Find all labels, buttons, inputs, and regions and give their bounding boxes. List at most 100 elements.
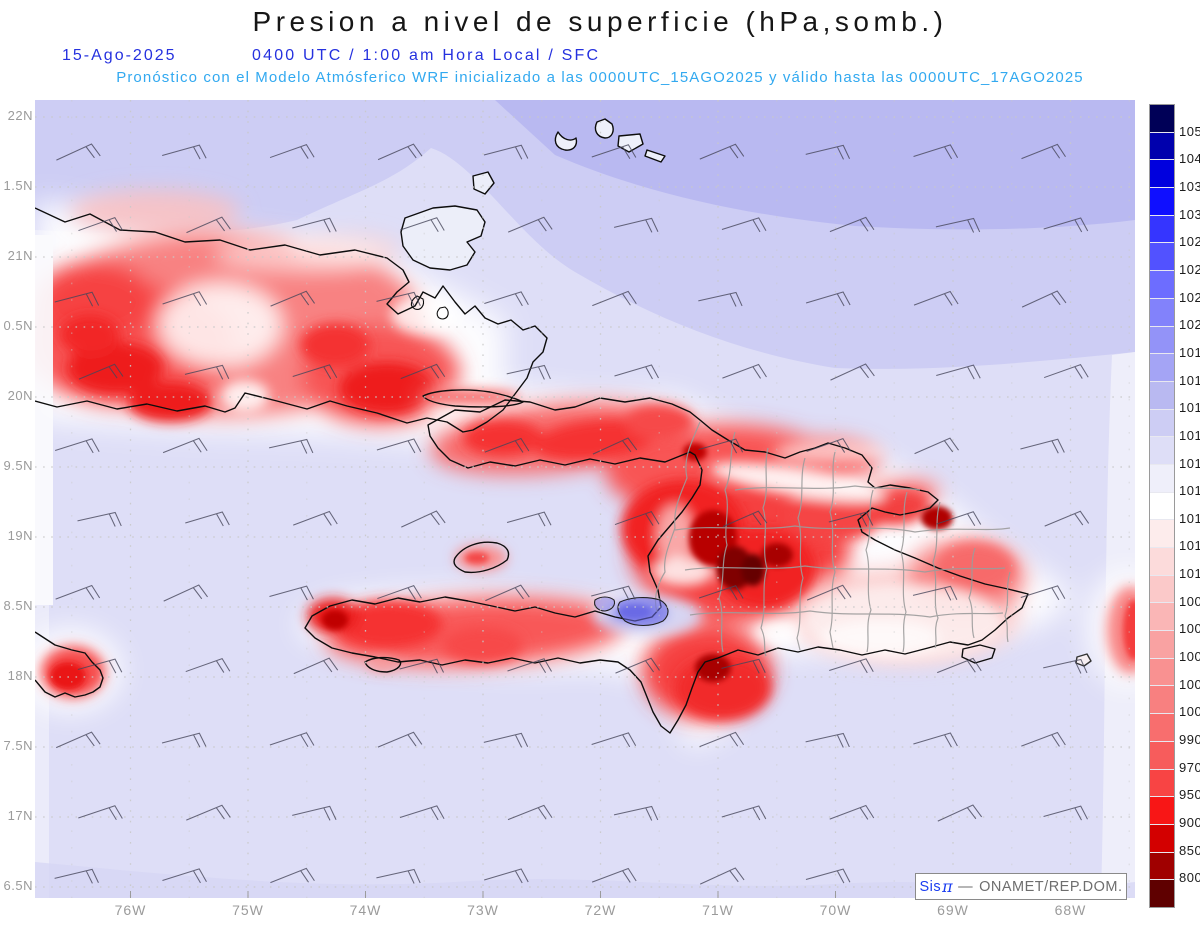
lat-tick-label: 18N [7, 668, 33, 683]
wind-barb-icon [614, 511, 660, 526]
wind-barb-icon [591, 867, 637, 883]
wind-barb-icon [830, 363, 875, 381]
wind-barb-icon [162, 291, 208, 306]
wind-barb-icon [186, 804, 231, 821]
wind-barb-icon [805, 144, 851, 160]
lat-tick-label: 22N [7, 108, 33, 123]
lake-outlines [594, 596, 669, 627]
colorbar-label: 1040 [1179, 151, 1200, 167]
colorbar-swatch [1150, 685, 1174, 714]
colorbar-swatch [1150, 270, 1174, 298]
wind-barb-icon [162, 868, 207, 884]
wind-barb-icon [376, 291, 421, 307]
pi-icon: π [942, 877, 954, 896]
tortue-island [422, 389, 524, 408]
graticule [35, 100, 1135, 898]
colorbar-swatch [1150, 214, 1174, 243]
wind-barb-icon [829, 658, 874, 674]
wind-barbs-layer [54, 143, 1090, 885]
wind-barb-icon [54, 868, 99, 884]
colorbar-swatch [1150, 105, 1174, 132]
colorbar-label: 1014 [1179, 483, 1200, 499]
colorbar-swatch [1150, 574, 1174, 603]
wind-barb-icon [377, 731, 423, 748]
wind-barb-icon [937, 657, 982, 674]
province-borders [654, 421, 1011, 657]
wind-barb-icon [376, 438, 422, 454]
colorbar-label: 1022 [1179, 289, 1200, 305]
wind-barb-icon [591, 585, 636, 601]
colorbar-swatch [1150, 491, 1174, 520]
wind-barb-icon [615, 657, 660, 674]
turks-caicos-4 [644, 149, 666, 163]
cuba-terrain-shading [35, 190, 505, 605]
wind-barb-icon [400, 217, 445, 232]
great-inagua [400, 205, 486, 271]
colorbar-label: 800 [1179, 870, 1200, 886]
wind-barb-icon [806, 584, 852, 601]
pressure-map [35, 100, 1135, 898]
wind-barb-icon [54, 438, 100, 454]
colorbar-label: 1018 [1179, 372, 1200, 388]
wind-barb-icon [507, 658, 552, 673]
wind-barb-icon [698, 438, 744, 454]
colorbar-label: 1016 [1179, 427, 1200, 443]
lon-tick-label: 76W [114, 902, 147, 918]
wind-barb-icon [185, 658, 231, 673]
wind-barb-icon [1043, 658, 1088, 674]
wind-barb-icon [1021, 290, 1067, 308]
colorbar-label: 1028 [1179, 234, 1200, 250]
colorbar-label: 1017 [1179, 400, 1200, 416]
wind-barb-icon [269, 585, 314, 601]
wind-barb-icon [77, 511, 122, 527]
wind-barb-icon [722, 510, 768, 528]
wind-barb-icon [1043, 217, 1089, 233]
wind-barb-icon [78, 363, 124, 380]
wind-barb-icon [591, 732, 637, 748]
colorbar-swatch [1150, 325, 1174, 354]
wind-barb-icon [592, 290, 637, 307]
lon-tick-label: 71W [702, 902, 734, 918]
colorbar-label: 1019 [1179, 344, 1200, 360]
wind-barb-icon [1044, 510, 1090, 527]
colorbar-label: 950 [1179, 787, 1200, 803]
wind-barb-icon [507, 216, 553, 233]
wind-barb-icon [913, 144, 959, 160]
wind-barb-icon [484, 291, 529, 307]
colorbar-label: 1050 [1179, 123, 1200, 139]
wind-barb-icon [78, 805, 123, 820]
wind-barb-icon [937, 804, 983, 822]
lake-enriquillo [617, 597, 669, 627]
wind-barb-icon [806, 438, 852, 453]
colorbar-label: 990 [1179, 732, 1200, 748]
wind-barb-icon [162, 144, 207, 160]
colorbar-swatch [1150, 602, 1174, 631]
wind-barb-icon [399, 658, 445, 674]
wind-barb-icon [828, 511, 874, 527]
wind-barb-icon [55, 731, 101, 749]
wind-barb-icon [161, 732, 207, 748]
wind-barb-icon [162, 437, 208, 454]
wind-barb-icon [507, 804, 553, 821]
wind-barb-icon [1043, 805, 1088, 821]
watermark-sis: Sis [919, 878, 942, 895]
wind-barb-icon [699, 731, 745, 748]
colorbar-label: 1008 [1179, 593, 1200, 609]
wind-barb-icon [805, 291, 851, 307]
wind-barb-icon [1021, 731, 1066, 747]
wind-barb-icon [698, 291, 743, 307]
colorbar-swatch [1150, 657, 1174, 686]
lat-tick-label: 20N [7, 388, 33, 403]
wind-barb-icon [55, 584, 101, 600]
colorbar-label: 1002 [1179, 676, 1200, 692]
wind-barb-icon [699, 867, 745, 885]
colorbar-label: 1025 [1179, 261, 1200, 277]
wind-barb-icon [77, 658, 123, 674]
wind-barb-icon [400, 363, 446, 380]
wind-barb-icon [484, 437, 530, 453]
lat-tick-label: 19N [7, 528, 33, 543]
colorbar-swatch [1150, 547, 1174, 575]
wind-barb-icon [829, 804, 875, 820]
saona-island [961, 644, 996, 664]
